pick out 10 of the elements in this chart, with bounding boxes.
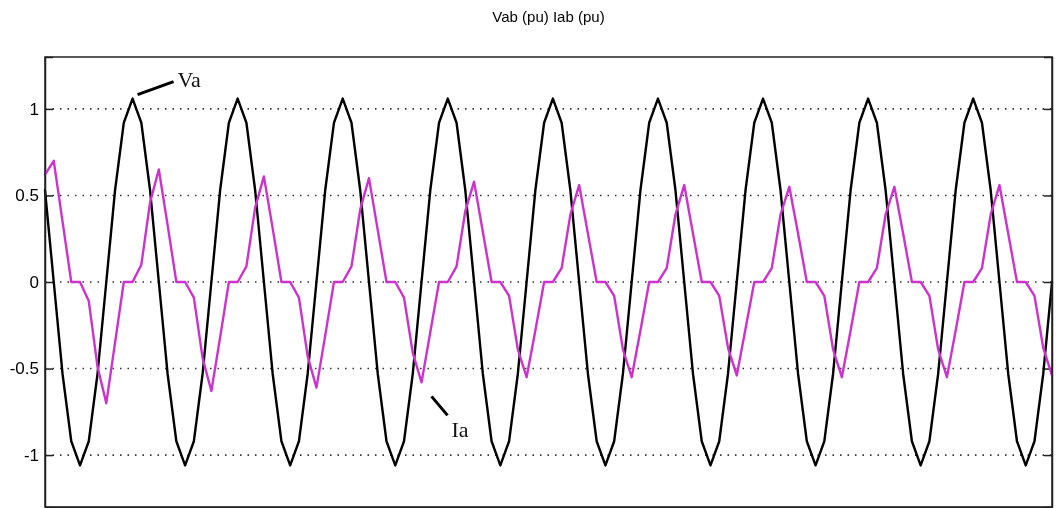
line-series [43,97,1054,467]
annotation: Va [177,66,202,92]
y-tick-label: 0 [29,272,39,292]
annotation: Ia [451,417,469,443]
y-tick-label: -1 [23,446,39,466]
y-tick-label: 1 [29,99,39,119]
y-tick-label: 0.5 [15,186,39,206]
chart-title: Vab (pu) Iab (pu) [492,8,605,25]
y-tick-label: -0.5 [9,359,39,379]
line-series [43,159,1054,405]
